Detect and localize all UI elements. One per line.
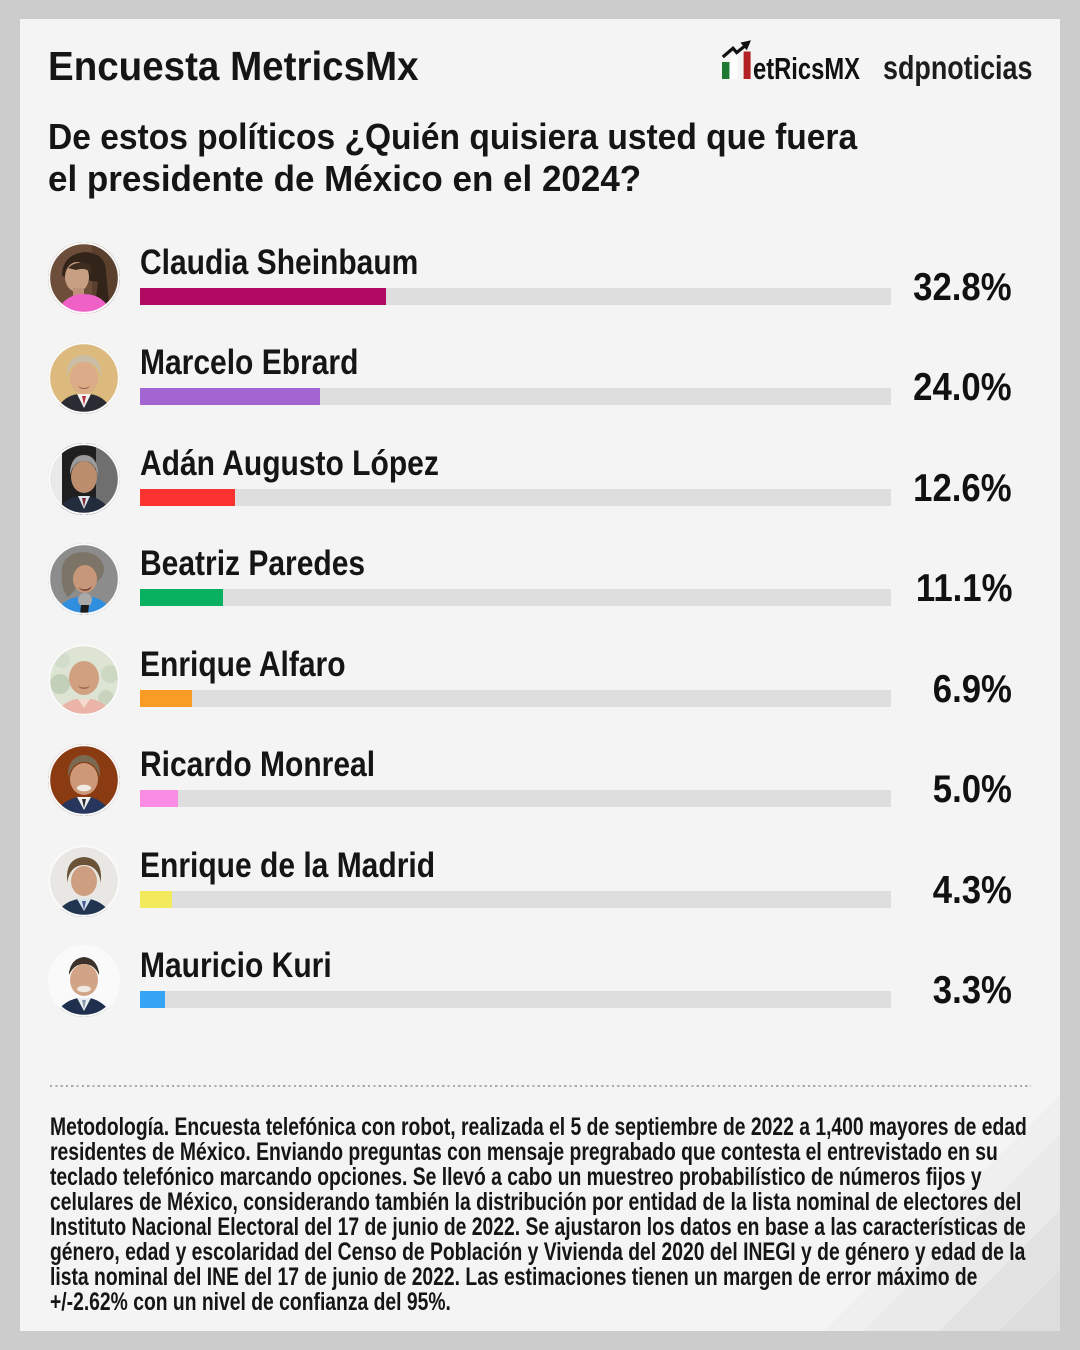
svg-text:etRicsMX: etRicsMX: [753, 51, 860, 86]
